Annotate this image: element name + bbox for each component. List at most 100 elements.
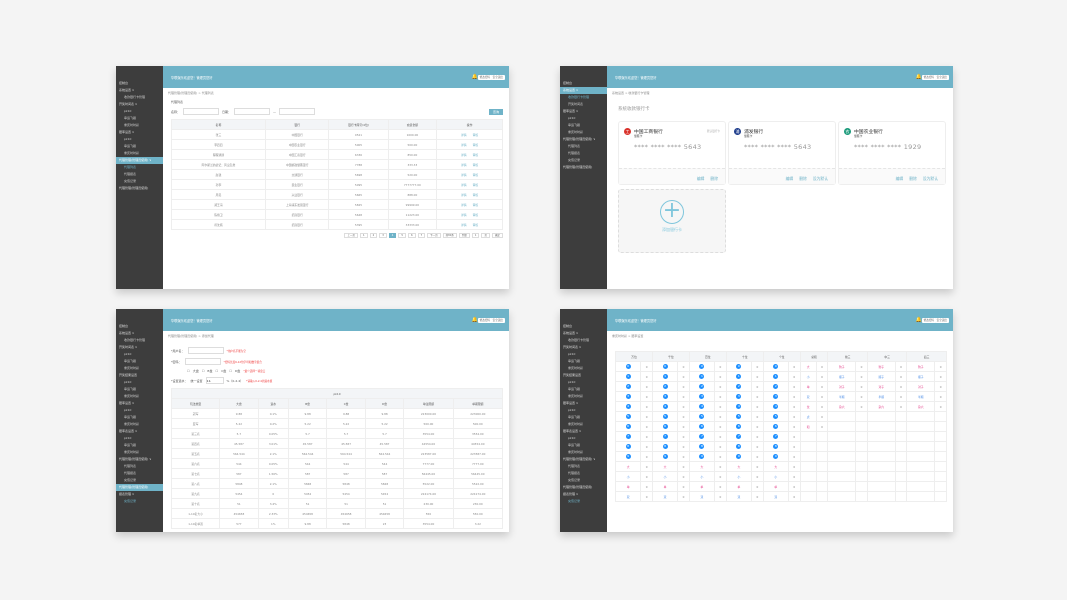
sidebar-item[interactable]: 幸运飞艇 [568,387,581,391]
odds-value[interactable]: 0 [756,424,759,429]
odds-value[interactable]: 0 [821,364,823,369]
sidebar-item[interactable]: 代理管理(管理员使用) [563,485,593,489]
card-action-link[interactable]: 删除 [909,176,917,181]
odds-value[interactable]: 0 [645,474,648,479]
sidebar-item[interactable]: pk10 [124,352,132,356]
odds-value[interactable]: 0 [756,494,759,499]
sidebar-item[interactable]: pk10 [568,408,576,412]
odds-value[interactable]: 0 [939,374,942,379]
odds-value[interactable]: 0 [719,474,722,479]
odds-value[interactable]: 0 [645,444,648,449]
search-button[interactable]: 查询 [488,108,503,115]
card-action-link[interactable]: 删除 [710,176,718,181]
odds-value[interactable]: 0 [719,384,722,389]
username-input[interactable] [187,347,224,354]
password-input[interactable] [184,358,221,365]
odds-value[interactable]: 0 [793,374,796,379]
odds-value[interactable]: 0 [793,434,796,439]
page-button[interactable]: 6 [407,233,416,238]
odds-value[interactable]: 0 [900,394,902,399]
odds-value[interactable]: 0 [756,434,759,439]
odds-value[interactable]: 0 [645,484,648,489]
odds-value[interactable]: 0 [793,494,796,499]
review-link[interactable]: 审核 [472,182,479,187]
odds-value[interactable]: 0 [821,384,823,389]
page-button[interactable]: 上一页 [344,233,358,238]
sidebar-item[interactable]: pk10 [124,137,132,141]
odds-value[interactable]: 0 [793,444,796,449]
odds-value[interactable]: 0 [793,474,796,479]
sidebar-item[interactable]: 赔率设置 ∨ [119,130,135,134]
page-button[interactable]: 1 [471,233,480,238]
odds-value[interactable]: 0 [821,424,823,429]
odds-value[interactable]: 0 [860,374,863,379]
sidebar-item[interactable]: pk10 [568,380,576,384]
sidebar-item[interactable]: 充值记录 [124,179,137,183]
sidebar-item[interactable]: 系统设置 ∨ [563,331,579,335]
odds-value[interactable]: 0 [793,404,796,409]
odds-value[interactable]: 0 [900,404,902,409]
odds-value[interactable]: 0 [821,404,823,409]
sidebar-item[interactable]: pk10 [124,380,132,384]
sidebar-item[interactable]: 幸运飞艇 [124,144,137,148]
page-button[interactable]: 确定 [491,233,503,238]
odds-value[interactable]: 0 [821,394,823,399]
sidebar-item[interactable]: 重庆时时彩 [124,422,140,426]
odds-value[interactable]: 0 [645,384,648,389]
detail-link[interactable]: 详情 [460,182,467,187]
review-link[interactable]: 审核 [472,192,479,197]
sidebar-item[interactable]: 控制台 [563,324,573,328]
sidebar-item[interactable]: 开奖时间表 [568,102,584,106]
odds-value[interactable]: 0 [682,414,685,419]
sidebar-item[interactable]: 幸运飞艇 [124,387,137,391]
detail-link[interactable]: 详情 [460,152,467,157]
sidebar-item[interactable]: 收款银行卡管理 [568,338,590,342]
odds-value[interactable]: 0 [793,364,796,369]
odds-value[interactable]: 0 [719,424,722,429]
sidebar-item[interactable]: pk10 [568,116,576,120]
sidebar-item[interactable]: 收款银行卡管理 [568,95,590,99]
page-button[interactable]: 5 [398,233,406,238]
odds-value[interactable]: 0 [756,454,759,459]
review-link[interactable]: 审核 [472,132,479,137]
odds-value[interactable]: 0 [939,364,942,369]
odds-value[interactable]: 0 [939,384,942,389]
sidebar-item[interactable]: 代理管理(管理员使用) [119,186,149,190]
card-action-link[interactable]: 删除 [799,176,807,181]
sidebar-item[interactable]: 幸运飞艇 [568,359,581,363]
page-button[interactable]: 4 [388,233,397,238]
odds-value[interactable]: 0 [756,364,759,369]
card-action-link[interactable]: 编辑 [895,176,904,181]
sidebar-item[interactable]: 代理报表 [124,172,137,176]
sidebar-item[interactable]: 充值记录 [568,499,581,503]
sidebar-item[interactable]: pk10 [124,436,132,440]
sidebar-item[interactable]: 赔率表设置 ∨ [563,429,582,433]
sidebar-item[interactable]: 重庆时时彩 [568,394,584,398]
sidebar-item[interactable]: 重庆时时彩 [124,394,140,398]
page-button[interactable]: 到第 [458,233,470,238]
odds-value[interactable]: 0 [939,394,942,399]
checkbox[interactable]: ☐ [201,369,205,373]
sidebar-item[interactable]: 代理报表 [568,471,581,475]
odds-value[interactable]: 0 [719,454,722,459]
sidebar-item[interactable]: 控制台 [119,81,129,85]
sidebar-item[interactable]: 控制台 [119,324,129,328]
logout-button[interactable]: 安全退出 [934,75,949,80]
sidebar-item[interactable]: 代理管理(管理员使用) ∨ [563,457,596,461]
sidebar-item[interactable]: 重庆时时彩 [568,450,584,454]
odds-value[interactable]: 0 [682,444,685,449]
odds-value[interactable]: 0 [756,384,759,389]
odds-value[interactable]: 0 [821,374,823,379]
odds-value[interactable]: 0 [756,414,759,419]
sidebar-item[interactable]: 充值记录 [124,478,137,482]
sidebar-item[interactable]: 代理管理(管理员使用) [563,165,593,169]
odds-value[interactable]: 0 [645,374,648,379]
odds-value[interactable]: 0 [756,464,759,469]
odds-value[interactable]: 0 [756,474,759,479]
logout-button[interactable]: 安全退出 [934,318,949,323]
sidebar-item[interactable]: 幸运飞艇 [124,359,137,363]
odds-value[interactable]: 0 [939,404,942,409]
sidebar-item[interactable]: 开奖时间表 ∨ [119,345,138,349]
review-link[interactable]: 审核 [472,142,479,147]
odds-value[interactable]: 0 [719,394,722,399]
